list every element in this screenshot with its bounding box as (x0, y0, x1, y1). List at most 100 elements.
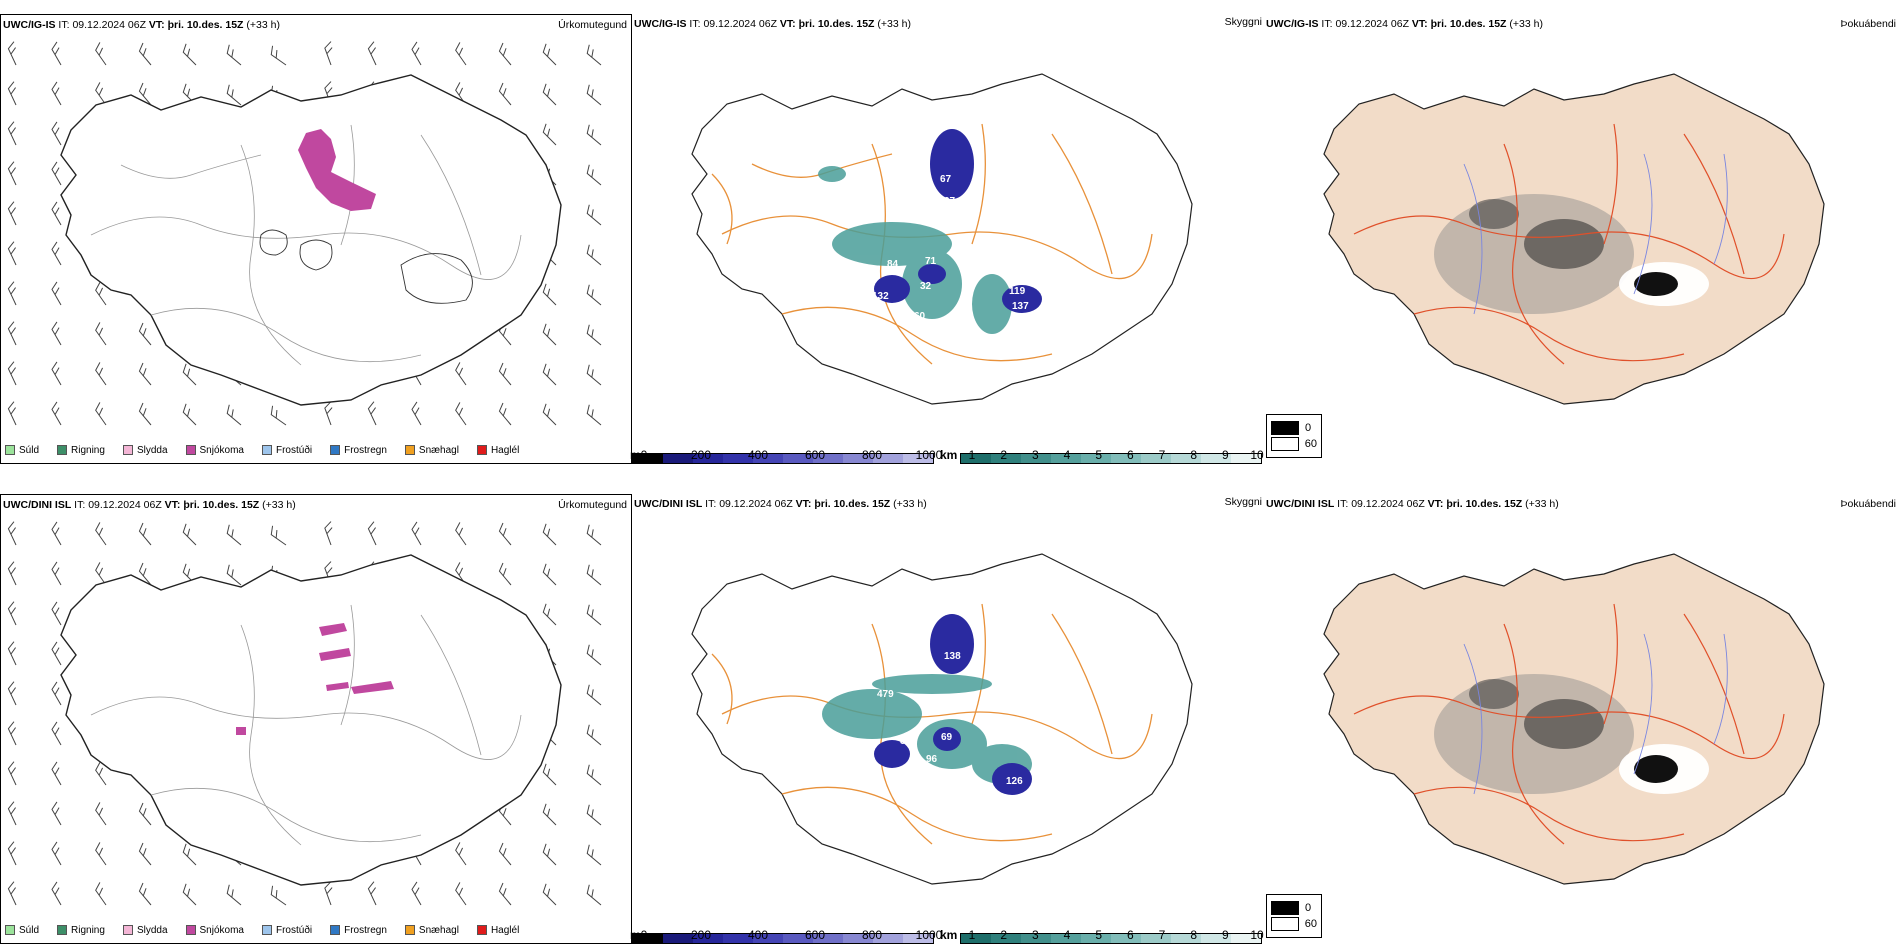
wind-barb (7, 161, 17, 186)
legend-swatch (185, 925, 196, 935)
wind-barb (542, 83, 557, 106)
roads (90, 604, 522, 846)
legend-label: 0 (1305, 422, 1312, 434)
colorbar-segment (813, 934, 843, 943)
wind-barb (542, 603, 557, 626)
colorbar-tick: 800 (861, 928, 883, 942)
cloudbase-label: 67 (940, 174, 952, 185)
panel-title: Úrkomutegund (558, 499, 627, 511)
roads (1353, 123, 1785, 365)
cloudbase-label: 137 (1012, 301, 1029, 312)
colorbar-tick: 1000 (915, 448, 943, 462)
legend-item: Frostregn (330, 925, 387, 936)
wind-barb (7, 321, 17, 346)
colorbar-tick: 1000 (915, 928, 943, 942)
wind-barb (586, 364, 602, 386)
colorbar-segment (1021, 934, 1051, 943)
legend-label: Haglél (490, 444, 520, 456)
wind-barb (226, 884, 242, 906)
colorbar-segment (693, 934, 723, 943)
wind-barb (498, 882, 512, 906)
colorbar-segment (1111, 934, 1141, 943)
wind-barb (51, 121, 62, 146)
cloudbase-label: 126 (1006, 776, 1023, 787)
wind-barb (138, 362, 152, 386)
wind-barb (498, 562, 512, 586)
wind-barb (542, 283, 557, 306)
colorbar-segment (633, 454, 663, 463)
legend-swatch (1271, 437, 1299, 451)
wind-barb (95, 562, 107, 586)
iceland-outline (691, 553, 1193, 885)
wind-barb (7, 201, 17, 226)
legend-item: Snæhagl (404, 445, 459, 456)
panel-header: UWC/DINI ISL IT: 09.12.2024 06Z VT: þri.… (1266, 498, 1896, 512)
colorbar-tick: 5 (1095, 928, 1102, 942)
colorbar-tick: 10 (1250, 928, 1264, 942)
colorbar-segment (1201, 454, 1231, 463)
wind-barb (226, 44, 242, 66)
colorbar-tick: 3 (1031, 448, 1039, 462)
legend-item: Frostúði (261, 444, 313, 456)
wind-barb (138, 322, 152, 346)
colorbar-segment (723, 454, 753, 463)
legend-label: Frostregn (344, 924, 387, 936)
colorbar-segment (783, 934, 813, 943)
cloudbase-colorbar-bar (632, 453, 934, 464)
legend-label: Slydda (136, 444, 168, 456)
wind-barb (7, 841, 17, 866)
precip-type-panel-row2: UWC/DINI ISL IT: 09.12.2024 06Z VT: þri.… (0, 494, 632, 944)
visibility-colorbar-bar (960, 453, 1262, 464)
legend-item: Frostúði (261, 925, 312, 936)
colorbar-segment (991, 934, 1021, 943)
legend-label: Rigning (71, 444, 105, 456)
legend-swatch (1271, 901, 1299, 915)
fog-panel-row1: UWC/IG-IS IT: 09.12.2024 06Z VT: þri. 10… (1264, 14, 1900, 464)
cloudbase-label: 71 (925, 256, 937, 267)
wind-barb (586, 764, 602, 786)
visibility-panel-row1: UWC/IG-IS IT: 09.12.2024 06Z VT: þri. 10… (630, 14, 1264, 464)
wind-barb (586, 164, 602, 186)
wind-barb (7, 41, 17, 66)
it-label: IT: (689, 18, 701, 30)
legend-label: Frostúði (275, 444, 313, 456)
roads (1353, 603, 1785, 845)
cloudbase-labels: 479 69 96 81 126 138 (877, 651, 1023, 787)
colorbar-segment (1231, 934, 1261, 943)
colorbar-segment (1081, 934, 1111, 943)
wind-barb (411, 881, 422, 906)
legend-item: Haglél (476, 924, 520, 936)
visibility-unit: km (940, 928, 958, 942)
colorbar-tick: 400 (747, 928, 769, 942)
wind-barb (51, 361, 62, 386)
colorbar-tick: 600 (804, 928, 826, 942)
it-value: 09.12.2024 06Z (719, 498, 793, 510)
wind-barb (182, 363, 197, 386)
model-name: UWC/IG-IS (634, 18, 687, 30)
wind-barb (95, 802, 107, 826)
wind-barb (7, 681, 17, 706)
colorbar-tick: 600 (804, 448, 826, 462)
lead-time: (+33 h) (877, 18, 911, 30)
wind-barb (51, 321, 62, 346)
wind-barb (7, 561, 17, 586)
legend-label: Haglél (490, 924, 520, 936)
legend-swatch (185, 445, 196, 455)
colorbar-segment (1051, 454, 1081, 463)
model-name: UWC/IG-IS (1266, 18, 1319, 30)
legend-swatch (5, 445, 15, 455)
model-name: UWC/DINI ISL (1266, 498, 1335, 510)
colorbar-segment (1231, 454, 1261, 463)
cloudbase-areas (874, 614, 1032, 795)
wind-barb (586, 844, 602, 866)
legend-label: Snjókoma (199, 924, 244, 936)
wind-barb (95, 762, 107, 786)
wind-barb (542, 563, 557, 586)
fog-legend: 0 60 (1266, 414, 1322, 458)
wind-barb (7, 601, 17, 626)
visibility-unit: km (940, 448, 958, 462)
wind-barb (51, 641, 62, 666)
roads (90, 124, 522, 366)
vt-label: VT: (795, 498, 812, 510)
wind-barb (498, 82, 512, 106)
